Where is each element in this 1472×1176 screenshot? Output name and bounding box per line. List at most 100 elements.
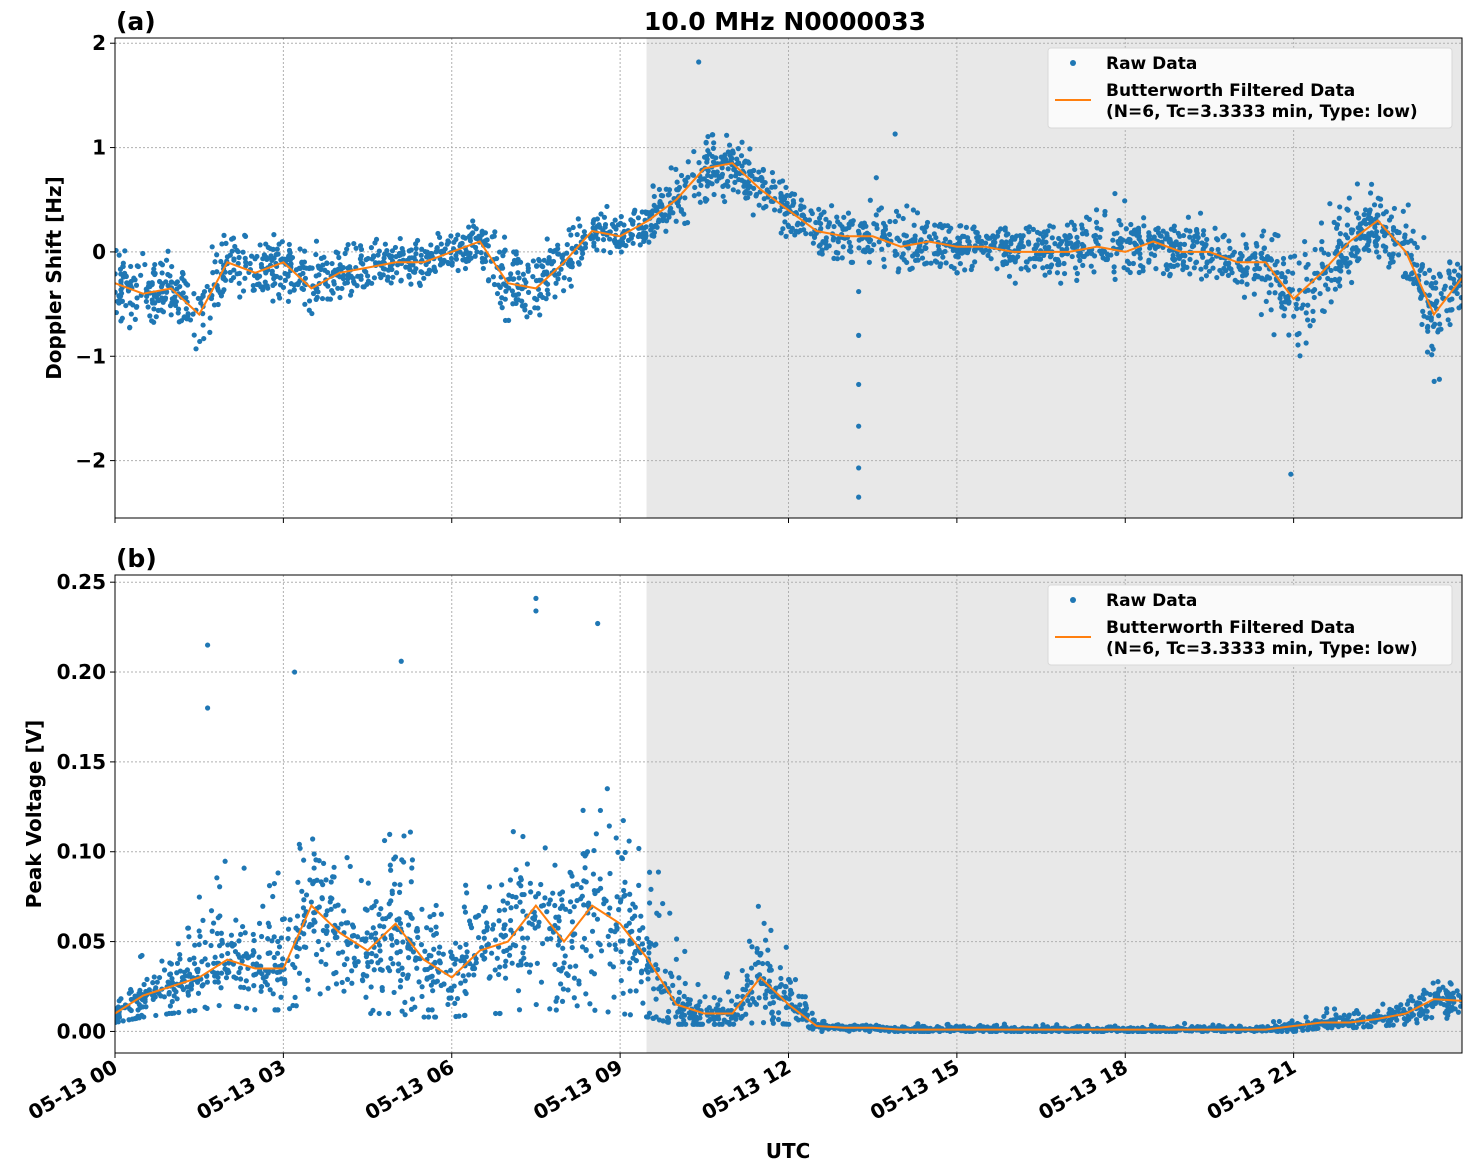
- raw-data-point: [272, 962, 278, 968]
- raw-data-point: [270, 968, 276, 974]
- raw-data-point: [1405, 274, 1411, 280]
- raw-data-point: [637, 242, 643, 248]
- x-tick-label: 05-13 15: [866, 1055, 964, 1125]
- raw-data-point: [683, 1021, 689, 1027]
- raw-data-point: [402, 999, 408, 1006]
- raw-data-point: [784, 200, 790, 206]
- raw-data-point: [685, 159, 691, 165]
- raw-data-point: [606, 942, 612, 948]
- raw-data-point: [584, 902, 591, 908]
- raw-data-point: [653, 1014, 659, 1020]
- raw-data-point: [1445, 1005, 1452, 1012]
- raw-data-point: [1056, 261, 1062, 268]
- raw-data-point: [462, 909, 469, 915]
- raw-data-point: [692, 184, 698, 191]
- raw-data-point: [185, 311, 191, 317]
- raw-outlier-point: [856, 494, 862, 500]
- raw-data-point: [448, 967, 454, 973]
- raw-data-point: [407, 263, 413, 269]
- raw-data-point: [574, 897, 580, 904]
- raw-data-point: [424, 925, 430, 931]
- raw-data-point: [241, 865, 247, 871]
- raw-data-point: [453, 956, 459, 962]
- raw-data-point: [635, 935, 642, 941]
- raw-data-point: [755, 959, 761, 966]
- raw-data-point: [823, 235, 829, 241]
- raw-data-point: [188, 986, 194, 992]
- raw-data-point: [922, 245, 929, 252]
- raw-data-point: [1160, 228, 1166, 234]
- raw-data-point: [691, 148, 697, 155]
- raw-data-point: [530, 258, 536, 264]
- raw-data-point: [313, 238, 320, 244]
- raw-data-point: [1252, 254, 1258, 260]
- raw-data-point: [1386, 264, 1392, 270]
- raw-data-point: [1126, 260, 1132, 267]
- raw-data-point: [1436, 327, 1442, 333]
- raw-data-point: [581, 935, 588, 942]
- raw-data-point: [1180, 266, 1186, 273]
- raw-data-point: [709, 1008, 715, 1014]
- raw-data-point: [1185, 214, 1191, 220]
- raw-data-point: [627, 907, 633, 913]
- raw-data-point: [167, 302, 174, 309]
- raw-data-point: [1174, 242, 1180, 248]
- raw-data-point: [453, 256, 460, 262]
- raw-data-point: [323, 877, 329, 883]
- panel-b-label: (b): [116, 544, 157, 573]
- raw-data-point: [896, 266, 902, 272]
- raw-data-point: [520, 950, 526, 956]
- raw-data-point: [153, 314, 159, 320]
- raw-data-point: [409, 915, 415, 921]
- raw-data-point: [613, 835, 619, 841]
- raw-data-point: [607, 870, 613, 877]
- raw-data-point: [775, 1010, 782, 1016]
- raw-data-point: [225, 942, 231, 948]
- raw-data-point: [507, 917, 514, 924]
- raw-data-point: [1402, 232, 1408, 238]
- raw-outlier-point: [292, 669, 298, 675]
- raw-data-point: [711, 191, 717, 198]
- raw-data-point: [1286, 332, 1292, 338]
- raw-outlier-point: [856, 332, 862, 338]
- raw-data-point: [473, 960, 479, 966]
- raw-data-point: [126, 1017, 132, 1023]
- raw-data-point: [704, 183, 710, 189]
- raw-data-point: [425, 1014, 432, 1020]
- raw-data-point: [1243, 245, 1250, 251]
- raw-data-point: [618, 214, 624, 220]
- raw-data-point: [552, 272, 558, 278]
- raw-data-point: [1212, 225, 1218, 231]
- raw-data-point: [778, 230, 784, 236]
- raw-data-point: [627, 1012, 633, 1018]
- raw-data-point: [816, 250, 823, 256]
- raw-data-point: [731, 1021, 737, 1027]
- raw-data-point: [582, 865, 588, 871]
- raw-data-point: [263, 241, 269, 247]
- raw-data-point: [1411, 240, 1418, 246]
- raw-data-point: [328, 879, 334, 885]
- raw-data-point: [776, 179, 783, 185]
- raw-data-point: [681, 1012, 688, 1018]
- raw-data-point: [516, 275, 522, 281]
- raw-data-point: [515, 297, 521, 303]
- raw-data-point: [739, 139, 745, 145]
- raw-data-point: [1214, 274, 1220, 281]
- raw-data-point: [174, 960, 181, 967]
- raw-data-point: [128, 996, 134, 1003]
- raw-data-point: [1049, 235, 1055, 241]
- raw-data-point: [1026, 224, 1033, 230]
- raw-data-point: [392, 244, 399, 251]
- raw-data-point: [1239, 273, 1246, 279]
- raw-data-point: [640, 230, 646, 236]
- raw-data-point: [502, 963, 508, 969]
- raw-data-point: [760, 1020, 767, 1026]
- raw-data-point: [522, 307, 528, 313]
- raw-data-point: [1031, 255, 1037, 262]
- raw-data-point: [874, 225, 880, 232]
- raw-data-point: [1367, 216, 1373, 222]
- raw-data-point: [210, 920, 217, 926]
- raw-data-point: [1025, 239, 1032, 245]
- raw-data-point: [484, 920, 490, 926]
- raw-data-point: [365, 880, 371, 886]
